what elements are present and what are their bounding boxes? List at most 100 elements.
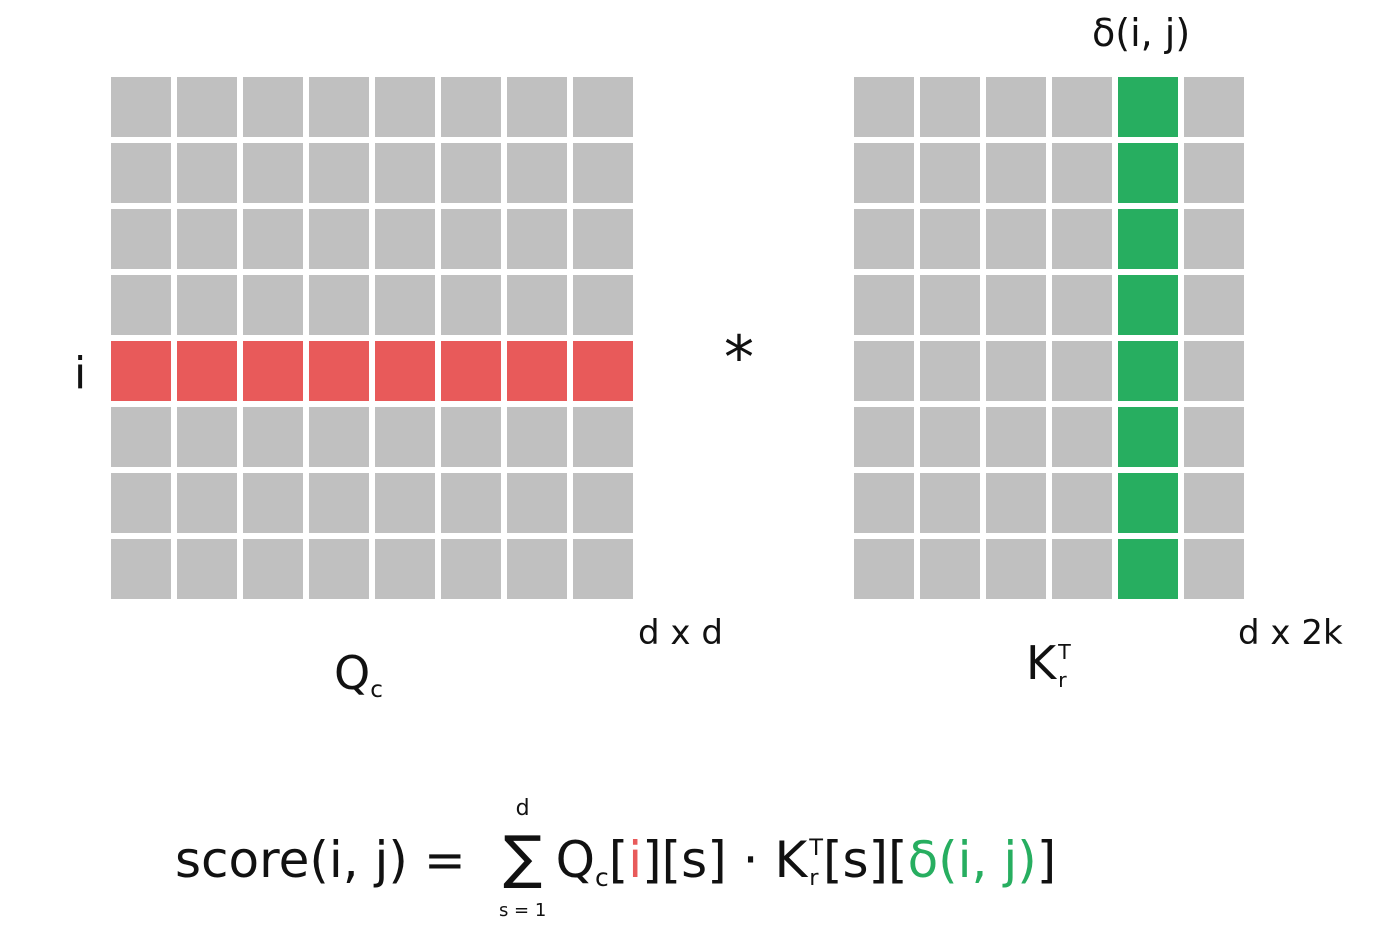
matrix-cell xyxy=(441,275,501,335)
matrix-cell xyxy=(1052,143,1112,203)
matrix-cell xyxy=(920,143,980,203)
matrix-cell xyxy=(375,407,435,467)
highlighted-row-cell xyxy=(507,341,567,401)
highlighted-column-cell xyxy=(1118,341,1178,401)
matrix-cell xyxy=(920,77,980,137)
matrix-cell xyxy=(1184,275,1244,335)
matrix-cell xyxy=(1184,407,1244,467)
matrix-cell xyxy=(986,341,1046,401)
highlighted-column-cell xyxy=(1118,473,1178,533)
formula-bracket-open: [ xyxy=(608,831,629,889)
matrix-cell xyxy=(573,143,633,203)
matrix-q-dims: d x d xyxy=(638,613,723,653)
matrix-cell xyxy=(1184,77,1244,137)
matrix-cell xyxy=(375,275,435,335)
formula-q-sub: c xyxy=(595,862,609,892)
formula-i-index: i xyxy=(628,831,643,889)
matrix-cell xyxy=(1052,407,1112,467)
matrix-cell xyxy=(111,407,171,467)
matrix-cell xyxy=(1052,77,1112,137)
multiply-operator: * xyxy=(724,323,754,393)
formula-bracket-s: [s][ xyxy=(822,831,908,889)
highlighted-row-cell xyxy=(375,341,435,401)
matrix-cell xyxy=(309,275,369,335)
matrix-cell xyxy=(309,539,369,599)
matrix-q-grid xyxy=(111,77,637,603)
matrix-cell xyxy=(920,341,980,401)
highlighted-column-cell xyxy=(1118,539,1178,599)
matrix-cell xyxy=(243,77,303,137)
highlighted-row-cell xyxy=(243,341,303,401)
matrix-cell xyxy=(920,539,980,599)
matrix-k-name-main: K xyxy=(1026,636,1057,690)
matrix-cell xyxy=(375,539,435,599)
row-label-i: i xyxy=(74,348,87,399)
matrix-cell xyxy=(854,77,914,137)
matrix-cell xyxy=(309,143,369,203)
matrix-cell xyxy=(243,473,303,533)
matrix-cell xyxy=(573,209,633,269)
matrix-cell xyxy=(854,539,914,599)
matrix-cell xyxy=(854,143,914,203)
summation: d ∑ s = 1 xyxy=(494,798,552,920)
matrix-cell xyxy=(111,209,171,269)
matrix-cell xyxy=(920,473,980,533)
matrix-cell xyxy=(309,407,369,467)
matrix-cell xyxy=(1184,209,1244,269)
matrix-cell xyxy=(920,209,980,269)
matrix-cell xyxy=(243,143,303,203)
matrix-cell xyxy=(854,209,914,269)
matrix-cell xyxy=(309,209,369,269)
matrix-cell xyxy=(441,473,501,533)
matrix-k-grid xyxy=(854,77,1247,603)
matrix-cell xyxy=(111,77,171,137)
matrix-cell xyxy=(573,407,633,467)
matrix-cell xyxy=(507,143,567,203)
matrix-cell xyxy=(986,539,1046,599)
matrix-cell xyxy=(441,407,501,467)
matrix-k-name-sup: T xyxy=(1058,640,1071,665)
matrix-cell xyxy=(920,407,980,467)
matrix-cell xyxy=(243,407,303,467)
matrix-cell xyxy=(243,275,303,335)
matrix-cell xyxy=(986,143,1046,203)
formula-bracket-mid: ][s] · xyxy=(642,831,775,889)
matrix-cell xyxy=(573,77,633,137)
matrix-cell xyxy=(441,539,501,599)
matrix-cell xyxy=(1184,143,1244,203)
highlighted-row-cell xyxy=(309,341,369,401)
matrix-cell xyxy=(177,143,237,203)
matrix-cell xyxy=(986,473,1046,533)
matrix-cell xyxy=(1184,539,1244,599)
matrix-cell xyxy=(986,407,1046,467)
matrix-cell xyxy=(309,77,369,137)
matrix-k-name-sub: r xyxy=(1058,668,1067,693)
highlighted-column-cell xyxy=(1118,143,1178,203)
matrix-cell xyxy=(441,143,501,203)
matrix-cell xyxy=(111,143,171,203)
formula-delta-index: δ(i, j) xyxy=(907,831,1037,889)
formula-k-main: K xyxy=(774,831,808,889)
matrix-cell xyxy=(375,77,435,137)
matrix-cell xyxy=(1052,473,1112,533)
matrix-cell xyxy=(507,77,567,137)
matrix-cell xyxy=(375,473,435,533)
matrix-cell xyxy=(375,209,435,269)
highlighted-row-cell xyxy=(573,341,633,401)
matrix-cell xyxy=(177,209,237,269)
sum-upper-limit: d xyxy=(515,796,530,821)
matrix-cell xyxy=(986,77,1046,137)
matrix-q-name-main: Q xyxy=(334,646,371,700)
matrix-cell xyxy=(375,143,435,203)
matrix-k-dims: d x 2k xyxy=(1238,613,1343,653)
matrix-cell xyxy=(309,473,369,533)
matrix-cell xyxy=(507,407,567,467)
formula-bracket-close: ] xyxy=(1036,831,1057,889)
column-label-delta: δ(i, j) xyxy=(1092,11,1191,55)
highlighted-row-cell xyxy=(441,341,501,401)
matrix-cell xyxy=(177,275,237,335)
highlighted-row-cell xyxy=(111,341,171,401)
matrix-cell xyxy=(854,341,914,401)
